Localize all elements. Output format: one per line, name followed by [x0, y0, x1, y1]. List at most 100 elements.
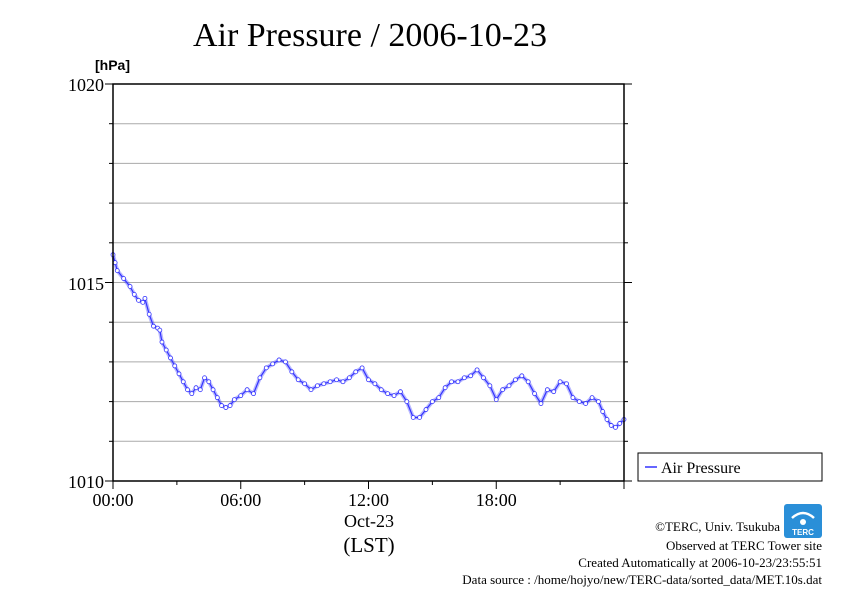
data-point: [276, 357, 282, 363]
grid-lines: [113, 123, 624, 442]
data-point: [600, 409, 606, 414]
data-point: [251, 391, 256, 397]
data-point: [206, 379, 212, 385]
axis-ticks: [105, 83, 632, 489]
data-point: [378, 387, 384, 393]
data-point: [314, 383, 320, 389]
source-text: Data source : /home/hojyo/new/TERC-data/…: [462, 572, 822, 587]
data-point: [564, 381, 569, 387]
data-point: [127, 284, 133, 289]
data-point: [172, 363, 178, 369]
data-point: [436, 395, 442, 401]
data-point: [157, 327, 163, 333]
data-point: [151, 323, 156, 329]
data-point: [423, 407, 429, 412]
data-point: [506, 383, 512, 389]
data-point: [244, 387, 250, 393]
data-point: [308, 387, 314, 393]
data-point: [289, 369, 295, 375]
data-point: [263, 365, 269, 371]
data-point: [481, 375, 486, 381]
x-axis-label: (LST): [343, 533, 394, 557]
data-point: [346, 375, 352, 381]
data-point: [159, 339, 165, 345]
data-point: [589, 395, 595, 401]
data-point: [114, 268, 120, 273]
x-tick-label: 00:00: [92, 490, 133, 510]
data-point: [321, 381, 327, 387]
data-point: [231, 397, 237, 403]
data-point: [202, 375, 207, 381]
data-point: [513, 377, 518, 383]
data-point: [596, 399, 601, 405]
x-tick-label: 18:00: [476, 490, 517, 510]
data-point: [131, 292, 137, 297]
data-point: [238, 393, 244, 399]
data-point: [340, 379, 346, 385]
data-point: [219, 403, 224, 408]
data-point: [551, 389, 557, 395]
series-line: [112, 254, 625, 428]
data-point: [557, 379, 563, 385]
legend-box: [637, 452, 823, 482]
data-point: [608, 423, 614, 428]
data-point: [449, 379, 454, 385]
data-point: [193, 385, 199, 391]
x-tick-label: 12:00: [348, 490, 389, 510]
data-point: [168, 355, 173, 361]
data-point: [474, 367, 480, 373]
data-point: [146, 311, 152, 317]
data-point: [295, 377, 301, 383]
data-point: [180, 379, 186, 385]
date-label: Oct-23: [344, 511, 394, 531]
data-point: [487, 383, 493, 389]
data-point: [185, 387, 190, 393]
chart-title: Air Pressure / 2006-10-23: [193, 17, 547, 54]
x-tick-label: 06:00: [220, 490, 261, 510]
data-point: [372, 381, 378, 387]
data-point: [210, 387, 216, 393]
data-point: [142, 295, 148, 301]
data-point: [429, 399, 435, 405]
data-point: [257, 375, 263, 381]
data-point: [223, 405, 229, 410]
data-point: [270, 361, 276, 367]
data-point: [570, 395, 576, 401]
data-point: [353, 369, 359, 375]
data-point: [538, 401, 544, 406]
data-point: [604, 417, 610, 422]
data-point: [455, 379, 461, 385]
data-point: [525, 379, 531, 385]
data-point: [519, 373, 525, 379]
data-point: [197, 387, 203, 393]
logo-wave-icon: [791, 511, 815, 519]
data-point: [398, 389, 403, 395]
y-axis-unit: [hPa]: [95, 57, 130, 73]
y-tick-label: 1020: [68, 75, 104, 95]
legend: Air Pressure: [637, 452, 823, 482]
data-point: [227, 403, 233, 408]
y-tick-label: 1015: [68, 274, 104, 294]
data-point: [189, 391, 195, 397]
data-point: [461, 375, 467, 381]
data-point: [544, 387, 550, 393]
data-point: [366, 377, 371, 383]
logo-drop-icon: [800, 519, 806, 525]
data-point: [583, 401, 589, 406]
data-point: [176, 371, 182, 377]
data-point: [442, 385, 448, 391]
data-point: [214, 395, 220, 401]
data-point: [532, 391, 537, 397]
series-air-pressure: [110, 252, 627, 430]
data-point: [302, 381, 308, 387]
data-point: [468, 373, 474, 379]
legend-label: Air Pressure: [661, 460, 741, 477]
data-point: [359, 365, 365, 371]
logo-text: TERC: [792, 528, 814, 537]
copyright-text: ©TERC, Univ. Tsukuba: [655, 519, 780, 534]
data-point: [576, 399, 582, 405]
data-point: [391, 393, 397, 399]
data-point: [613, 425, 618, 430]
data-point: [163, 347, 169, 353]
